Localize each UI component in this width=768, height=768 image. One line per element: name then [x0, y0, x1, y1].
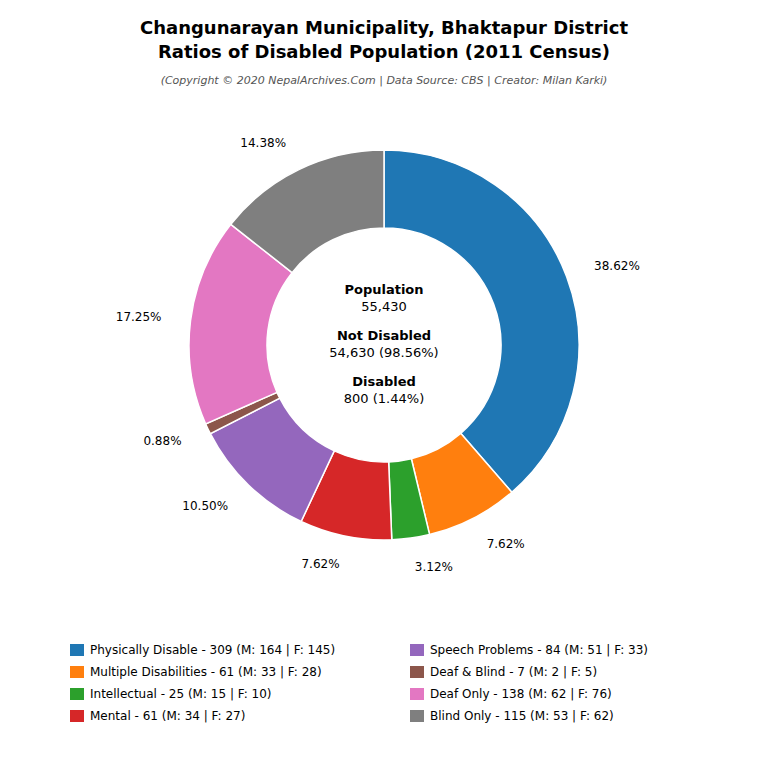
legend-swatch	[410, 666, 424, 678]
chart: Changunarayan Municipality, Bhaktapur Di…	[0, 0, 768, 768]
slice	[384, 150, 579, 492]
legend-swatch	[410, 688, 424, 700]
legend-item: Speech Problems - 84 (M: 51 | F: 33)	[410, 643, 648, 657]
annotation: Disabled	[352, 374, 416, 389]
data-labels: 38.62% 7.62% 3.12% 7.62% 10.50% 0.88% 17.25% 14…	[116, 136, 640, 574]
legend-swatch	[410, 644, 424, 656]
legend-item: Mental - 61 (M: 34 | F: 27)	[70, 709, 245, 723]
annotation: 55,430	[361, 299, 407, 314]
legend-label: Deaf Only - 138 (M: 62 | F: 76)	[430, 687, 612, 701]
title: Ratios of Disabled Population (2011 Cens…	[158, 41, 610, 62]
data-label: 0.88%	[143, 434, 181, 448]
legend-item: Multiple Disabilities - 61 (M: 33 | F: 2…	[70, 665, 322, 679]
legend-label: Speech Problems - 84 (M: 51 | F: 33)	[430, 643, 648, 657]
data-label: 10.50%	[182, 499, 228, 513]
legend-swatch	[70, 688, 84, 700]
legend-item: Deaf Only - 138 (M: 62 | F: 76)	[410, 687, 612, 701]
legend-swatch	[70, 666, 84, 678]
title: Changunarayan Municipality, Bhaktapur Di…	[140, 17, 628, 38]
legend-label: Intellectual - 25 (M: 15 | F: 10)	[90, 687, 272, 701]
subtitle: (Copyright © 2020 NepalArchives.Com | Da…	[161, 74, 608, 87]
annotation: 800 (1.44%)	[344, 391, 424, 406]
slice	[231, 150, 384, 273]
data-label: 7.62%	[301, 557, 339, 571]
legend-label: Blind Only - 115 (M: 53 | F: 62)	[430, 709, 614, 723]
legend-item: Physically Disable - 309 (M: 164 | F: 14…	[70, 643, 335, 657]
data-label: 14.38%	[240, 136, 286, 150]
data-label: 38.62%	[594, 259, 640, 273]
slice	[389, 459, 430, 540]
slices	[189, 150, 579, 540]
legend-item: Intellectual - 25 (M: 15 | F: 10)	[70, 687, 272, 701]
legend: Physically Disable - 309 (M: 164 | F: 14…	[70, 643, 648, 723]
data-label: 17.25%	[116, 309, 162, 323]
legend-swatch	[410, 710, 424, 722]
annotation: 54,630 (98.56%)	[329, 345, 438, 360]
legend-swatch	[70, 644, 84, 656]
legend-label: Multiple Disabilities - 61 (M: 33 | F: 2…	[90, 665, 322, 679]
legend-swatch	[70, 710, 84, 722]
data-label: 3.12%	[415, 560, 453, 574]
legend-item: Deaf & Blind - 7 (M: 2 | F: 5)	[410, 665, 597, 679]
plot: 38.62% 7.62% 3.12% 7.62% 10.50% 0.88% 17.25% 14…	[116, 136, 640, 574]
legend-item: Blind Only - 115 (M: 53 | F: 62)	[410, 709, 614, 723]
legend-label: Deaf & Blind - 7 (M: 2 | F: 5)	[430, 665, 597, 679]
legend-label: Mental - 61 (M: 34 | F: 27)	[90, 709, 245, 723]
data-label: 7.62%	[487, 537, 525, 551]
annotation: Population	[344, 282, 423, 297]
annotation: Not Disabled	[337, 328, 431, 343]
legend-label: Physically Disable - 309 (M: 164 | F: 14…	[90, 643, 335, 657]
center-text: Population 55,430 Not Disabled 54,630 (98.5…	[329, 282, 438, 406]
